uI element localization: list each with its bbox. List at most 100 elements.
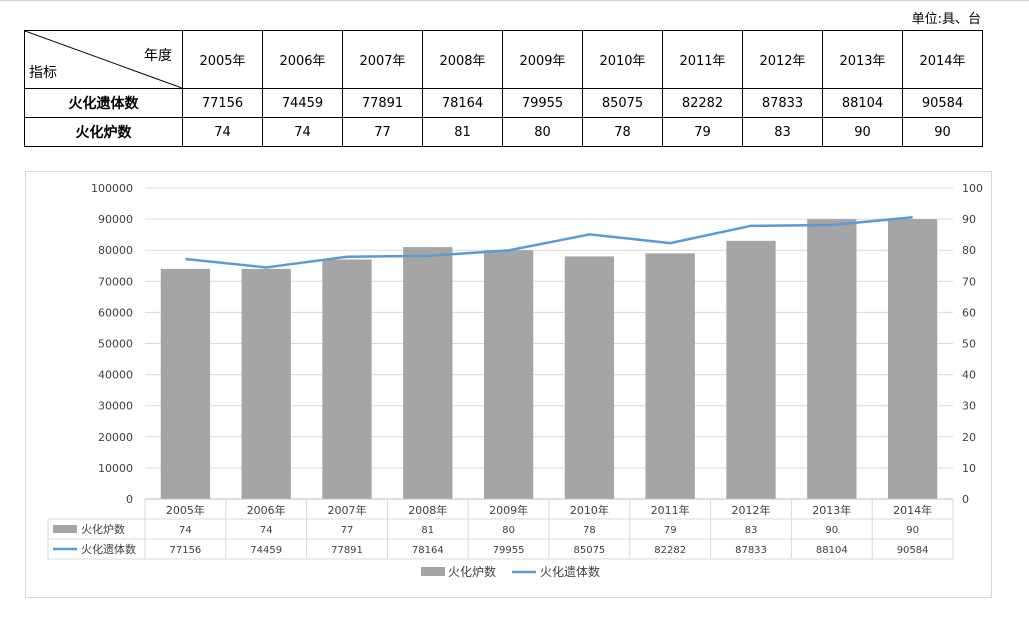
- data-label: 74: [179, 525, 192, 536]
- y-left-tick-label: 60000: [98, 306, 133, 319]
- bar: [807, 219, 857, 499]
- table-cell: 85075: [582, 88, 663, 118]
- y-left-tick-label: 30000: [98, 400, 133, 413]
- table-cell: 77: [342, 117, 423, 147]
- series-line: [185, 216, 913, 269]
- data-label: 77891: [331, 545, 363, 556]
- x-tick-label: 2009年: [489, 503, 528, 517]
- y-left-tick-label: 10000: [98, 462, 133, 475]
- table-row: 火化炉数 74 74 77 81 80 78 79 83 90 90: [24, 117, 983, 147]
- legend-key-bars: [421, 567, 445, 576]
- data-label: 85075: [573, 545, 605, 556]
- data-label: 78164: [412, 545, 444, 556]
- table-cell: 81: [422, 117, 503, 147]
- data-label: 79955: [493, 545, 525, 556]
- year-header: 2007年: [342, 30, 423, 89]
- x-tick-label: 2008年: [408, 503, 447, 517]
- data-label: 80: [502, 525, 515, 536]
- y-right-tick-label: 70: [962, 275, 976, 288]
- table-cell: 87833: [742, 88, 823, 118]
- data-label: 88104: [816, 545, 848, 556]
- bar: [483, 250, 534, 499]
- data-label: 74459: [250, 545, 282, 556]
- table-series-label: 火化炉数: [81, 522, 125, 536]
- table-cell: 88104: [822, 88, 903, 118]
- table-cell: 78164: [422, 88, 503, 118]
- table-legend-key-bars: [53, 525, 77, 533]
- table-cell: 74: [262, 117, 343, 147]
- data-label: 90584: [897, 545, 929, 556]
- year-header: 2012年: [742, 30, 823, 89]
- year-header: 2013年: [822, 30, 903, 89]
- y-right-tick-label: 80: [962, 244, 976, 257]
- y-right-tick-label: 30: [962, 400, 976, 413]
- y-left-tick-label: 90000: [98, 213, 133, 226]
- x-tick-label: 2013年: [812, 503, 851, 517]
- data-label: 83: [745, 525, 758, 536]
- x-tick-label: 2010年: [570, 503, 609, 517]
- table-series-label: 火化遗体数: [81, 542, 136, 556]
- y-left-tick-label: 0: [126, 493, 133, 506]
- bar: [241, 268, 291, 499]
- corner-cell: 年度 指标: [24, 30, 183, 89]
- bar: [887, 219, 938, 499]
- table-cell: 80: [502, 117, 583, 147]
- x-tick-label: 2014年: [893, 503, 932, 517]
- bar: [645, 253, 695, 499]
- data-label: 74: [260, 525, 273, 536]
- data-label: 77: [341, 525, 354, 536]
- y-left-tick-label: 50000: [98, 338, 133, 351]
- x-tick-label: 2007年: [328, 503, 367, 517]
- table-cell: 82282: [662, 88, 743, 118]
- data-label: 78: [583, 525, 596, 536]
- y-right-tick-label: 100: [962, 182, 983, 195]
- table-cell: 83: [742, 117, 823, 147]
- data-label: 90: [825, 525, 838, 536]
- row-label: 火化炉数: [24, 117, 183, 147]
- y-left-tick-label: 100000: [91, 182, 133, 195]
- table-cell: 79: [662, 117, 743, 147]
- x-tick-label: 2006年: [247, 503, 286, 517]
- row-label: 火化遗体数: [24, 88, 183, 118]
- corner-diagonal: [25, 31, 182, 88]
- data-label: 90: [906, 525, 919, 536]
- table-cell: 77891: [342, 88, 423, 118]
- legend-label: 火化遗体数: [540, 564, 600, 579]
- x-tick-label: 2012年: [732, 503, 771, 517]
- data-table: 年度 指标 2005年 2006年 2007年 2008年 2009年 2010…: [24, 30, 983, 147]
- table-cell: 90: [822, 117, 903, 147]
- top-rule: [0, 0, 1029, 1]
- y-right-tick-label: 40: [962, 369, 976, 382]
- data-label: 82282: [654, 545, 686, 556]
- bar: [726, 240, 776, 499]
- data-label: 79: [664, 525, 677, 536]
- table-cell: 90584: [902, 88, 983, 118]
- combo-chart: 0 10000 20000 30000 40000 50000 60000 70000 8000…: [47, 182, 983, 579]
- year-header: 2008年: [422, 30, 503, 89]
- data-label: 87833: [735, 545, 767, 556]
- year-header: 2009年: [502, 30, 583, 89]
- x-tick-label: 2011年: [651, 503, 690, 517]
- y-right-tick-label: 50: [962, 338, 976, 351]
- table-cell: 79955: [502, 88, 583, 118]
- bar: [160, 268, 211, 499]
- y-right-tick-label: 0: [962, 493, 969, 506]
- table-cell: 77156: [182, 88, 263, 118]
- bar: [564, 256, 615, 499]
- y-left-tick-label: 70000: [98, 275, 133, 288]
- chart-area: 0 10000 20000 30000 40000 50000 60000 70000 8000…: [25, 171, 992, 598]
- table-cell: 74: [182, 117, 263, 147]
- table-row: 火化遗体数 77156 74459 77891 78164 79955 8507…: [24, 88, 983, 118]
- table-cell: 78: [582, 117, 663, 147]
- corner-year-label: 年度: [144, 48, 172, 64]
- x-tick-label: 2005年: [166, 503, 205, 517]
- table-header-row: 年度 指标 2005年 2006年 2007年 2008年 2009年 2010…: [24, 30, 983, 89]
- y-right-tick-label: 10: [962, 462, 976, 475]
- unit-label: 单位:具、台: [911, 12, 981, 27]
- table-cell: 74459: [262, 88, 343, 118]
- bar: [403, 247, 453, 499]
- year-header: 2005年: [182, 30, 263, 89]
- y-left-tick-label: 40000: [98, 369, 133, 382]
- corner-indicator-label: 指标: [29, 65, 57, 81]
- bar: [322, 259, 372, 499]
